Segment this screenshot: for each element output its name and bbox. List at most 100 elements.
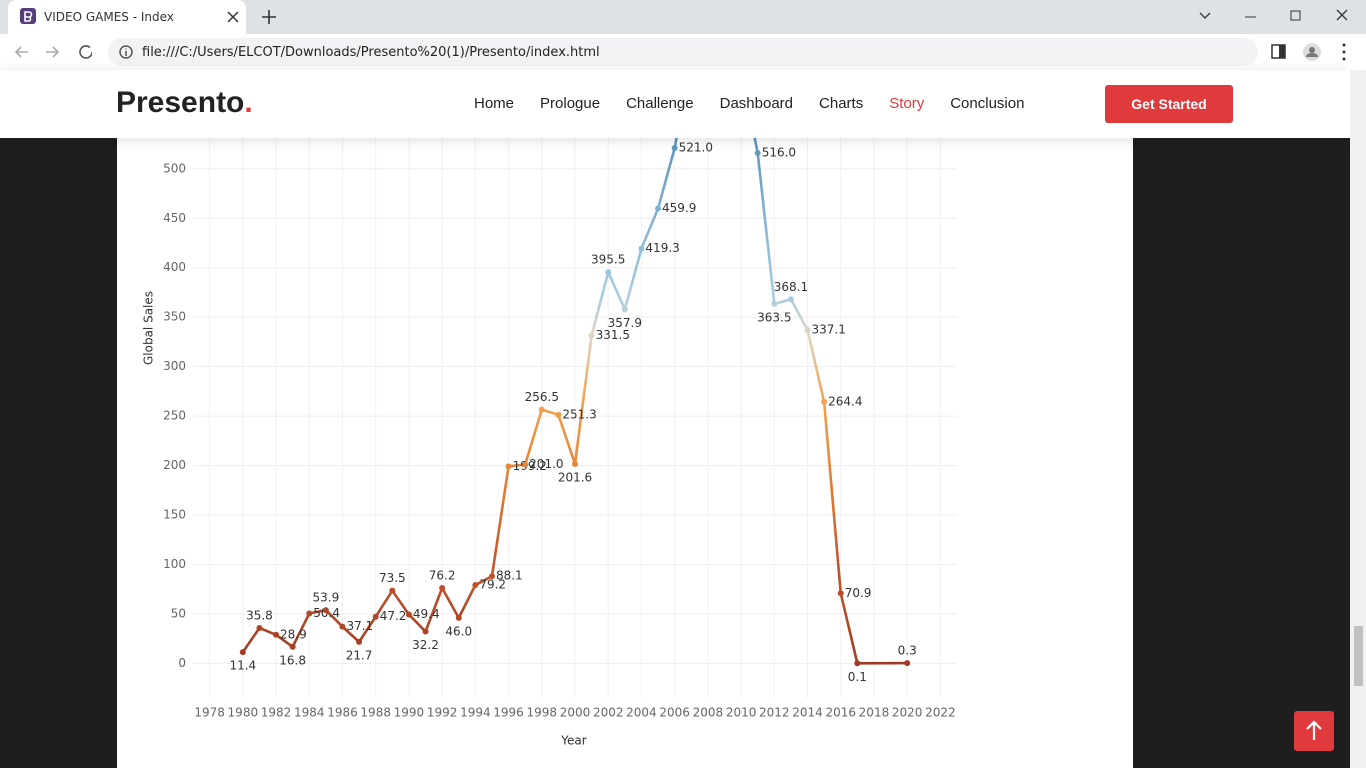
data-label: 199.2 [513, 459, 547, 473]
favicon [20, 8, 36, 24]
x-tick-label: 2014 [792, 706, 823, 720]
point [322, 607, 329, 614]
data-label: 46.0 [445, 624, 472, 638]
data-label: 37.1 [346, 619, 373, 633]
data-label: 35.8 [246, 608, 273, 622]
address-bar: file:///C:/Users/ELCOT/Downloads/Present… [0, 34, 1366, 71]
point [289, 643, 296, 650]
point [273, 631, 280, 638]
y-tick-label: 300 [163, 359, 186, 373]
x-tick-label: 2016 [825, 706, 856, 720]
x-tick-label: 2018 [859, 706, 890, 720]
cta-button[interactable]: Get Started [1105, 85, 1233, 123]
nav-link[interactable]: Charts [819, 95, 864, 112]
x-tick-label: 1998 [527, 706, 558, 720]
x-tick-label: 2006 [659, 706, 690, 720]
data-label: 363.5 [757, 310, 791, 324]
data-label: 76.2 [429, 569, 456, 583]
point [638, 245, 645, 252]
window-controls[interactable] [1198, 7, 1358, 27]
data-label: 11.4 [229, 659, 256, 673]
nav-buttons[interactable] [12, 42, 92, 62]
brand-name: Presento [116, 86, 245, 119]
nav-link[interactable]: Conclusion [950, 95, 1025, 112]
y-tick-label: 250 [163, 409, 186, 423]
point [854, 660, 861, 667]
data-label: 73.5 [379, 571, 406, 585]
data-label: 70.9 [845, 586, 872, 600]
x-tick-label: 2000 [560, 706, 591, 720]
point [306, 610, 313, 617]
data-label: 28.9 [280, 627, 307, 641]
nav-link[interactable]: Challenge [626, 95, 694, 112]
y-tick-label: 200 [163, 458, 186, 472]
data-label: 251.3 [562, 407, 596, 421]
x-tick-label: 1990 [394, 706, 425, 720]
nav-link[interactable]: Prologue [540, 95, 601, 112]
x-tick-label: 1978 [194, 706, 225, 720]
back-to-top[interactable] [1294, 711, 1334, 751]
point [655, 205, 662, 212]
y-tick-label: 0 [178, 656, 186, 670]
brand[interactable]: Presento. [116, 86, 253, 120]
point [389, 587, 396, 594]
x-tick-label: 2004 [626, 706, 657, 720]
point [405, 611, 412, 618]
x-tick-label: 1984 [294, 706, 325, 720]
nav-link[interactable]: Dashboard [719, 95, 794, 112]
data-label: 88.1 [496, 569, 523, 583]
y-tick-label: 150 [163, 508, 186, 522]
x-tick-label: 2010 [726, 706, 757, 720]
point [455, 614, 462, 621]
tab-bar: VIDEO GAMES - Index [0, 0, 1366, 34]
x-tick-label: 1980 [228, 706, 259, 720]
data-label: 264.4 [828, 394, 862, 408]
point [555, 411, 562, 418]
url-box[interactable]: file:///C:/Users/ELCOT/Downloads/Present… [108, 38, 1258, 66]
data-label: 49.4 [413, 607, 440, 621]
data-label: 459.9 [662, 201, 696, 215]
point [754, 149, 761, 156]
nav-link[interactable]: Home [474, 95, 515, 112]
point [837, 590, 844, 597]
x-tick-label: 2012 [759, 706, 790, 720]
content: Year Global Sales 0 50 100 150 200 250 300 350 4… [117, 70, 1133, 768]
browser-actions[interactable] [1270, 42, 1350, 62]
navbar: Presento. Home Prologue Challenge Dashboard… [0, 70, 1350, 138]
new-tab[interactable] [262, 10, 276, 24]
point [904, 660, 911, 667]
y-tick-label: 400 [163, 260, 186, 274]
y-tick-label: 350 [163, 310, 186, 324]
scrollbar[interactable] [1350, 70, 1366, 768]
point [538, 406, 545, 413]
x-tick-label: 1988 [360, 706, 391, 720]
y-tick-label: 50 [171, 606, 186, 620]
scroll-thumb[interactable] [1354, 626, 1363, 686]
data-label: 337.1 [812, 322, 846, 336]
brand-dot: . [244, 86, 253, 119]
data-label: 79.2 [479, 578, 506, 592]
tab-title: VIDEO GAMES - Index [44, 10, 174, 24]
info-icon [119, 45, 133, 59]
point [505, 463, 512, 470]
data-label: 331.5 [596, 328, 630, 342]
x-tick-label: 2002 [593, 706, 624, 720]
data-label: 201.6 [558, 470, 592, 484]
data-label: 50.4 [313, 606, 340, 620]
data-label: 53.9 [313, 591, 340, 605]
x-tick-label: 1994 [460, 706, 491, 720]
y-tick-label: 450 [163, 211, 186, 225]
y-tick-label: 100 [163, 557, 186, 571]
y-tick-label: 500 [163, 161, 186, 175]
browser-tab[interactable]: VIDEO GAMES - Index [8, 0, 246, 34]
data-label: 516.0 [762, 145, 796, 159]
point [572, 460, 578, 467]
point [771, 300, 778, 307]
data-label: 21.7 [346, 648, 373, 662]
point [256, 624, 263, 631]
point [621, 306, 628, 313]
point [804, 326, 811, 333]
point [488, 573, 495, 580]
nav-link[interactable]: Story [889, 95, 925, 112]
tab-close[interactable] [226, 10, 240, 24]
